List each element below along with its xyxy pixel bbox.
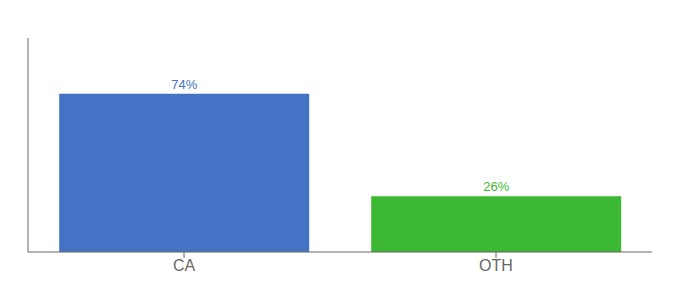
svg-text:26%: 26% [483, 179, 509, 194]
svg-text:74%: 74% [171, 77, 197, 92]
svg-text:CA: CA [173, 257, 196, 274]
svg-text:OTH: OTH [479, 257, 513, 274]
